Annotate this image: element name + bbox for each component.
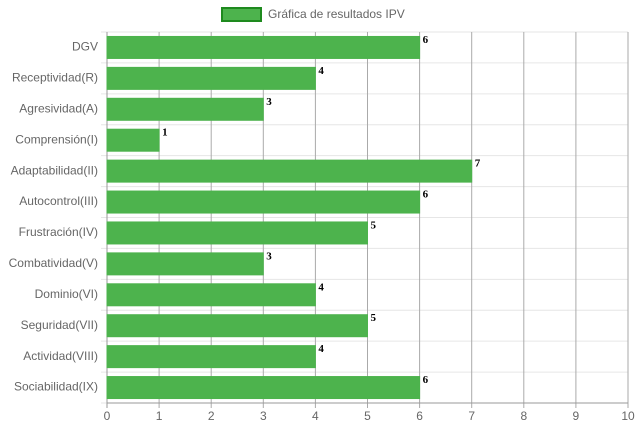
x-tick-label: 7 <box>468 409 475 423</box>
x-tick-label: 2 <box>208 409 215 423</box>
bar <box>106 128 160 152</box>
x-tick-label: 5 <box>364 409 371 423</box>
x-tick-label: 0 <box>104 409 111 423</box>
y-tick-label: Dominio(VI) <box>35 287 98 301</box>
bar <box>106 221 368 245</box>
bar <box>106 97 264 121</box>
bar <box>106 159 473 183</box>
value-label: 7 <box>475 158 481 170</box>
value-label: 4 <box>318 65 324 77</box>
bar <box>106 283 316 307</box>
y-tick-label: Autocontrol(III) <box>19 194 98 208</box>
value-label: 3 <box>266 96 272 108</box>
value-label: 4 <box>318 281 324 293</box>
y-tick-label: Combatividad(V) <box>9 256 98 270</box>
x-tick-label: 3 <box>260 409 267 423</box>
value-label: 6 <box>423 189 429 201</box>
bar <box>106 376 421 400</box>
x-tick-label: 9 <box>573 409 580 423</box>
value-label: 5 <box>371 312 377 324</box>
x-tick-label: 1 <box>156 409 163 423</box>
y-tick-label: Comprensión(I) <box>15 132 98 146</box>
bar <box>106 190 421 214</box>
value-label: 6 <box>423 34 429 46</box>
y-tick-label: DGV <box>72 40 98 54</box>
value-label: 6 <box>423 374 429 386</box>
value-label: 1 <box>162 127 168 139</box>
y-tick-label: Receptividad(R) <box>12 71 98 85</box>
y-tick-label: Agresividad(A) <box>19 101 98 115</box>
x-tick-label: 6 <box>416 409 423 423</box>
x-tick-label: 8 <box>520 409 527 423</box>
y-tick-label: Sociabilidad(IX) <box>14 380 98 394</box>
bar <box>106 252 264 276</box>
legend-label: Gráfica de resultados IPV <box>268 7 405 21</box>
x-tick-label: 4 <box>312 409 319 423</box>
value-label: 4 <box>318 343 324 355</box>
bar <box>106 345 316 369</box>
value-label: 5 <box>371 219 377 231</box>
y-tick-label: Adaptabilidad(II) <box>11 163 98 177</box>
bar <box>106 66 316 90</box>
y-tick-label: Actividad(VIII) <box>23 349 98 363</box>
y-tick-label: Frustración(IV) <box>19 225 98 239</box>
legend-swatch <box>221 7 262 22</box>
bar <box>106 35 421 59</box>
y-tick-label: Seguridad(VII) <box>21 318 98 332</box>
bar <box>106 314 368 338</box>
value-label: 3 <box>266 250 272 262</box>
x-tick-label: 10 <box>621 409 635 423</box>
